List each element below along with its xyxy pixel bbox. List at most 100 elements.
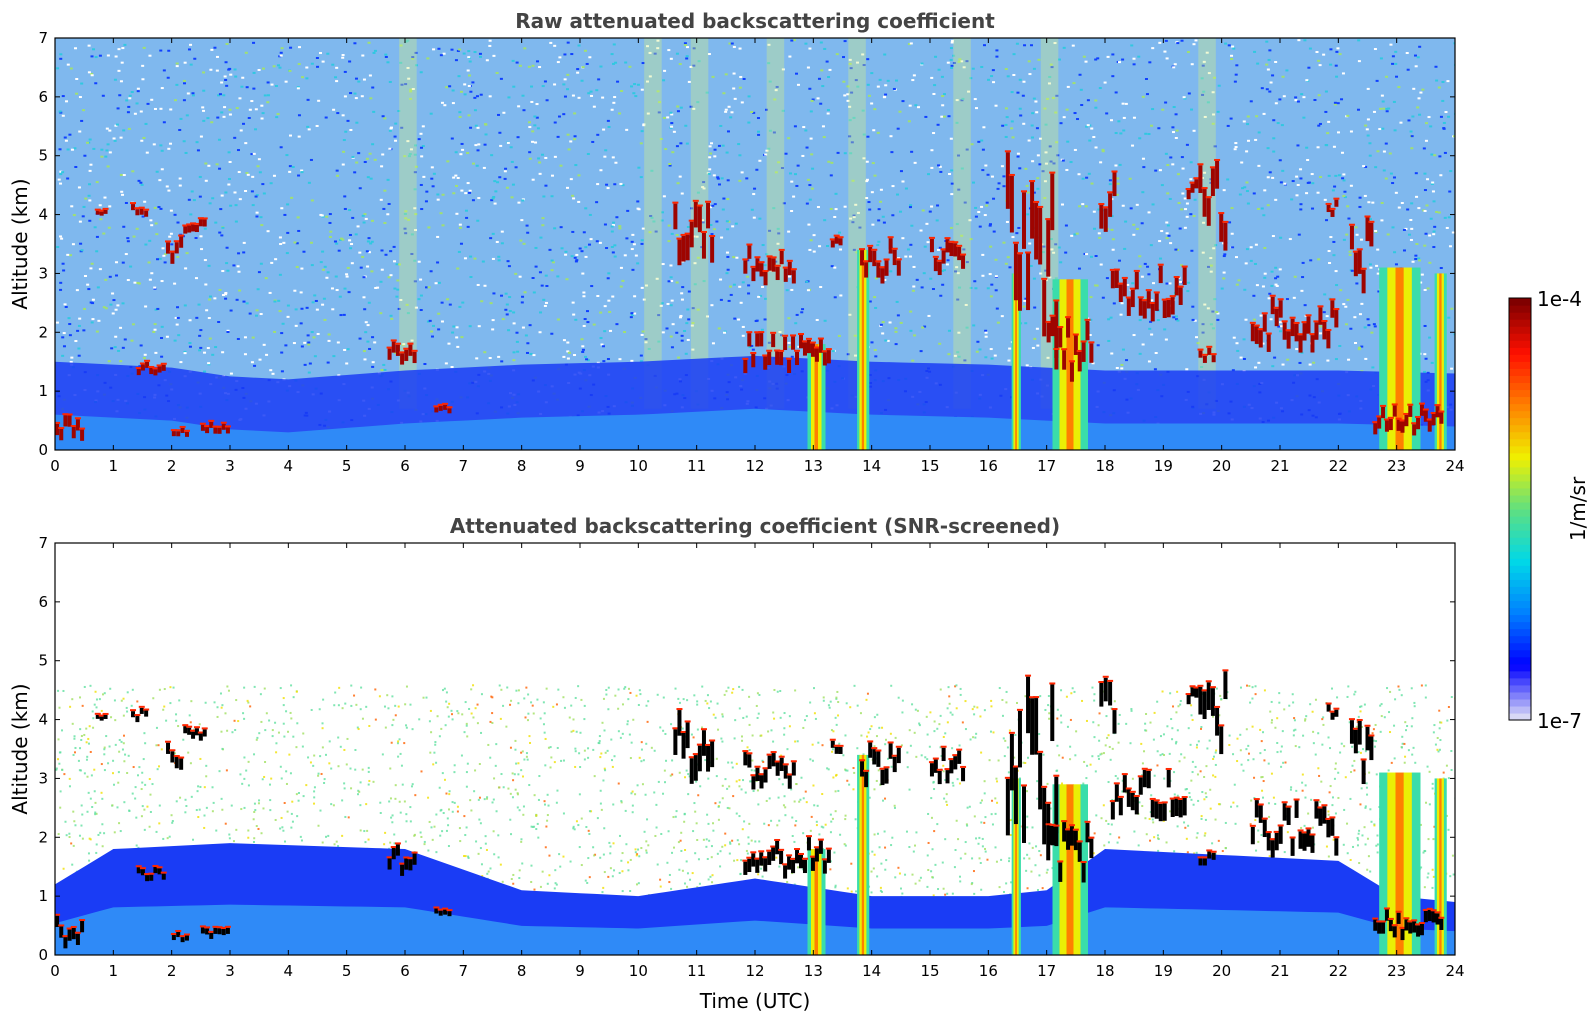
noise-dot [1174,248,1178,251]
signal-dot [821,847,824,850]
noise-dot [278,310,282,313]
noise-dot [361,255,365,258]
signal-dot [226,685,229,688]
noise-dot [1006,256,1010,259]
noise-dot [178,184,182,187]
noise-dot [616,80,620,83]
noise-dot [1274,198,1278,201]
signal-dot [1048,717,1051,720]
noise-dot [1190,249,1194,252]
signal-dot [469,799,472,802]
noise-dot [1425,204,1429,207]
cloud-pixel [747,245,752,259]
signal-dot [265,712,268,715]
noise-dot [244,189,248,192]
noise-dot [1049,160,1053,163]
noise-dot [294,324,298,327]
noise-dot [1348,253,1352,256]
noise-dot [113,78,117,81]
cloud-pixel [1427,420,1432,432]
noise-dot [262,192,266,195]
noise-dot [1036,187,1040,190]
noise-dot [965,148,969,151]
signal-dot [1212,758,1215,761]
cloud-edge-pixel [143,208,150,211]
noise-dot [169,209,173,212]
cloud-layer [829,234,844,248]
noise-dot [1006,75,1010,78]
noise-dot [581,348,585,351]
noise-dot [667,224,671,227]
noise-dot [1128,177,1132,180]
noise-dot [994,104,998,107]
noise-dot [1339,289,1343,292]
noise-dot [94,56,98,59]
noise-dot [581,66,585,69]
noise-dot [548,248,552,251]
noise-dot [1174,136,1178,139]
noise-dot [926,241,930,244]
cloud-edge-pixel [1201,187,1208,190]
noise-dot [1049,63,1053,66]
noise-dot [1098,87,1102,90]
noise-dot [742,77,746,80]
noise-dot [245,172,249,175]
noise-dot [1148,61,1152,64]
noise-dot [90,74,94,77]
noise-dot [1417,257,1421,260]
signal-dot [1314,698,1317,701]
noise-dot [309,241,313,244]
noise-dot [244,51,248,54]
noise-dot [843,94,847,97]
noise-dot [141,78,145,81]
noise-dot [261,112,265,115]
cloud-pixel [685,234,690,261]
noise-dot [990,175,994,178]
noise-dot [70,148,74,151]
noise-dot [119,136,123,139]
noise-dot [345,273,349,276]
noise-dot [1235,283,1239,286]
noise-dot [1032,67,1036,70]
cloud-pixel [689,221,694,248]
noise-dot [787,137,791,140]
cloud-edge-pixel [936,259,943,262]
cloud-edge-pixel [821,350,828,353]
noise-dot [955,121,959,124]
noise-dot [471,81,475,84]
noise-dot [540,284,544,287]
noise-dot [713,148,717,151]
noise-dot [678,63,682,66]
noise-dot [268,291,272,294]
noise-dot [1360,345,1364,348]
cloud-layer [386,339,418,365]
noise-dot [569,178,573,181]
noise-dot [1357,346,1361,349]
noise-dot [1123,247,1127,250]
noise-dot [708,145,712,148]
noise-dot [1261,285,1265,288]
noise-dot [562,355,566,358]
signal-dot [383,843,386,846]
noise-dot [275,116,279,119]
noise-dot [746,275,750,278]
cloud-edge-pixel [1368,220,1375,223]
noise-dot [265,353,269,356]
noise-dot [381,115,385,118]
noise-dot [1369,266,1373,269]
noise-dot [1397,86,1401,89]
signal-dot [445,691,448,694]
noise-dot [77,186,81,189]
noise-dot [661,331,665,334]
noise-dot [531,140,535,143]
noise-dot [297,135,301,138]
noise-dot [574,318,578,321]
noise-dot [740,171,744,174]
signal-dot [220,797,223,800]
signal-dot [337,704,340,707]
signal-dot [827,704,830,707]
noise-dot [1329,48,1333,51]
noise-dot [697,60,701,63]
signal-dot [338,686,341,689]
noise-dot [1402,228,1406,231]
